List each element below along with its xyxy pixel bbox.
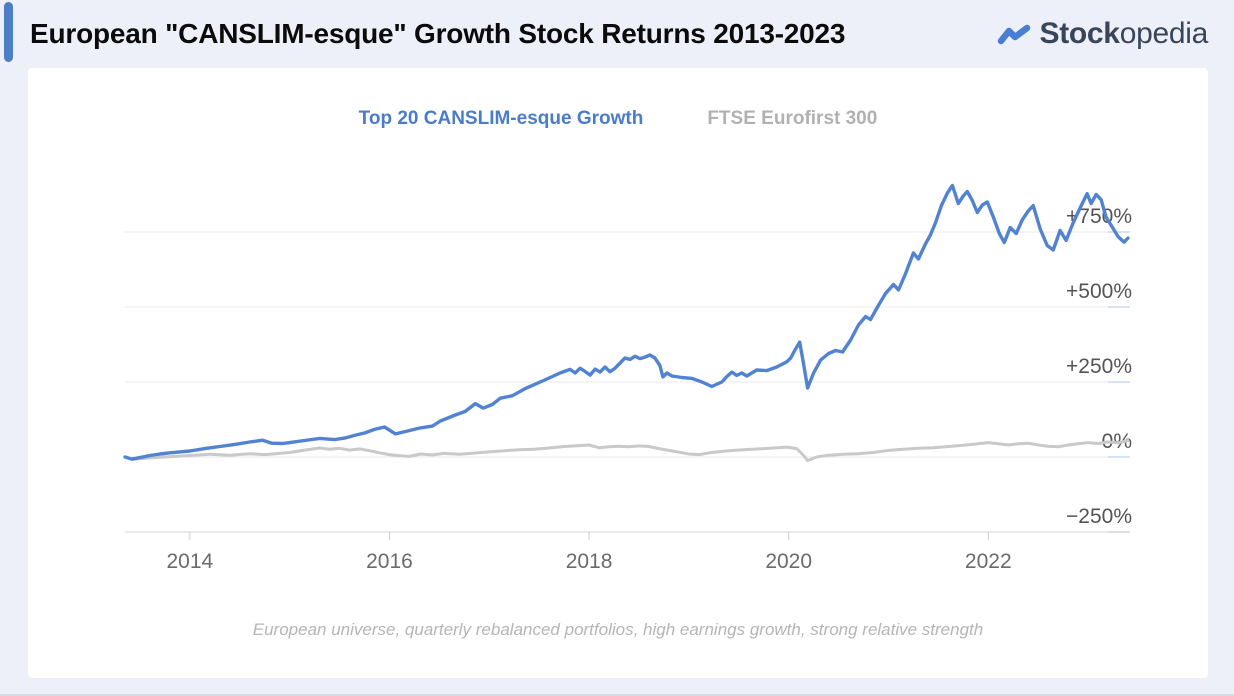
series-line [123, 439, 1130, 463]
x-axis-label: 2016 [366, 550, 413, 573]
x-axis-label: 2022 [965, 550, 1012, 573]
series-line [123, 183, 1130, 461]
x-axis-label: 2020 [765, 550, 812, 573]
line-chart: +750%+500%+250%0%−250%2014 2016 2018 2020 20… [123, 183, 1132, 573]
logo-text: Stockopedia [1040, 17, 1209, 51]
chart-legend: Top 20 CANSLIM-esque Growth FTSE Eurofir… [28, 108, 1208, 130]
y-axis-label: −250% [1066, 505, 1132, 528]
trend-zigzag-icon [997, 24, 1030, 45]
chart-footnote: European universe, quarterly rebalanced … [252, 620, 984, 639]
x-axis-label: 2014 [167, 550, 214, 573]
page-title: European "CANSLIM-esque" Growth Stock Re… [30, 18, 846, 49]
y-axis-label: +250% [1066, 355, 1132, 378]
y-axis-label: +750% [1066, 205, 1132, 228]
accent-bar [4, 2, 13, 62]
logo-text-bold: Stock [1039, 17, 1121, 50]
x-axis-label: 2018 [566, 550, 613, 573]
chart-card: Top 20 CANSLIM-esque Growth FTSE Eurofir… [28, 68, 1208, 678]
legend-item-canslim[interactable]: Top 20 CANSLIM-esque Growth [358, 108, 644, 129]
logo-text-light: opedia [1119, 17, 1209, 50]
stockopedia-logo: Stockopedia [997, 0, 1209, 68]
header: European "CANSLIM-esque" Growth Stock Re… [0, 0, 1234, 68]
y-axis-label: +500% [1066, 280, 1132, 303]
legend-item-ftse[interactable]: FTSE Eurofirst 300 [707, 108, 878, 129]
